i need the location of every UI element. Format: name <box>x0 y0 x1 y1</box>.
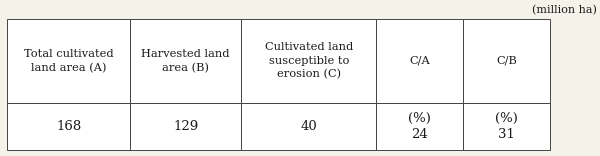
Text: 129: 129 <box>173 120 199 133</box>
Text: Total cultivated
land area (A): Total cultivated land area (A) <box>24 49 113 73</box>
Bar <box>376 19 463 103</box>
Bar <box>463 103 550 150</box>
Text: 40: 40 <box>301 120 317 133</box>
Text: Harvested land
area (B): Harvested land area (B) <box>142 49 230 73</box>
Bar <box>130 103 241 150</box>
Bar <box>463 19 550 103</box>
Text: Cultivated land
susceptible to
erosion (C): Cultivated land susceptible to erosion (… <box>265 42 353 80</box>
Text: 168: 168 <box>56 120 82 133</box>
Bar <box>241 103 376 150</box>
Bar <box>130 19 241 103</box>
Text: (million ha): (million ha) <box>532 5 597 15</box>
Bar <box>376 103 463 150</box>
Bar <box>7 103 130 150</box>
Text: C/B: C/B <box>496 56 517 66</box>
Bar <box>7 19 130 103</box>
Text: (%)
31: (%) 31 <box>495 112 518 141</box>
Text: C/A: C/A <box>409 56 430 66</box>
Bar <box>241 19 376 103</box>
Text: (%)
24: (%) 24 <box>408 112 431 141</box>
